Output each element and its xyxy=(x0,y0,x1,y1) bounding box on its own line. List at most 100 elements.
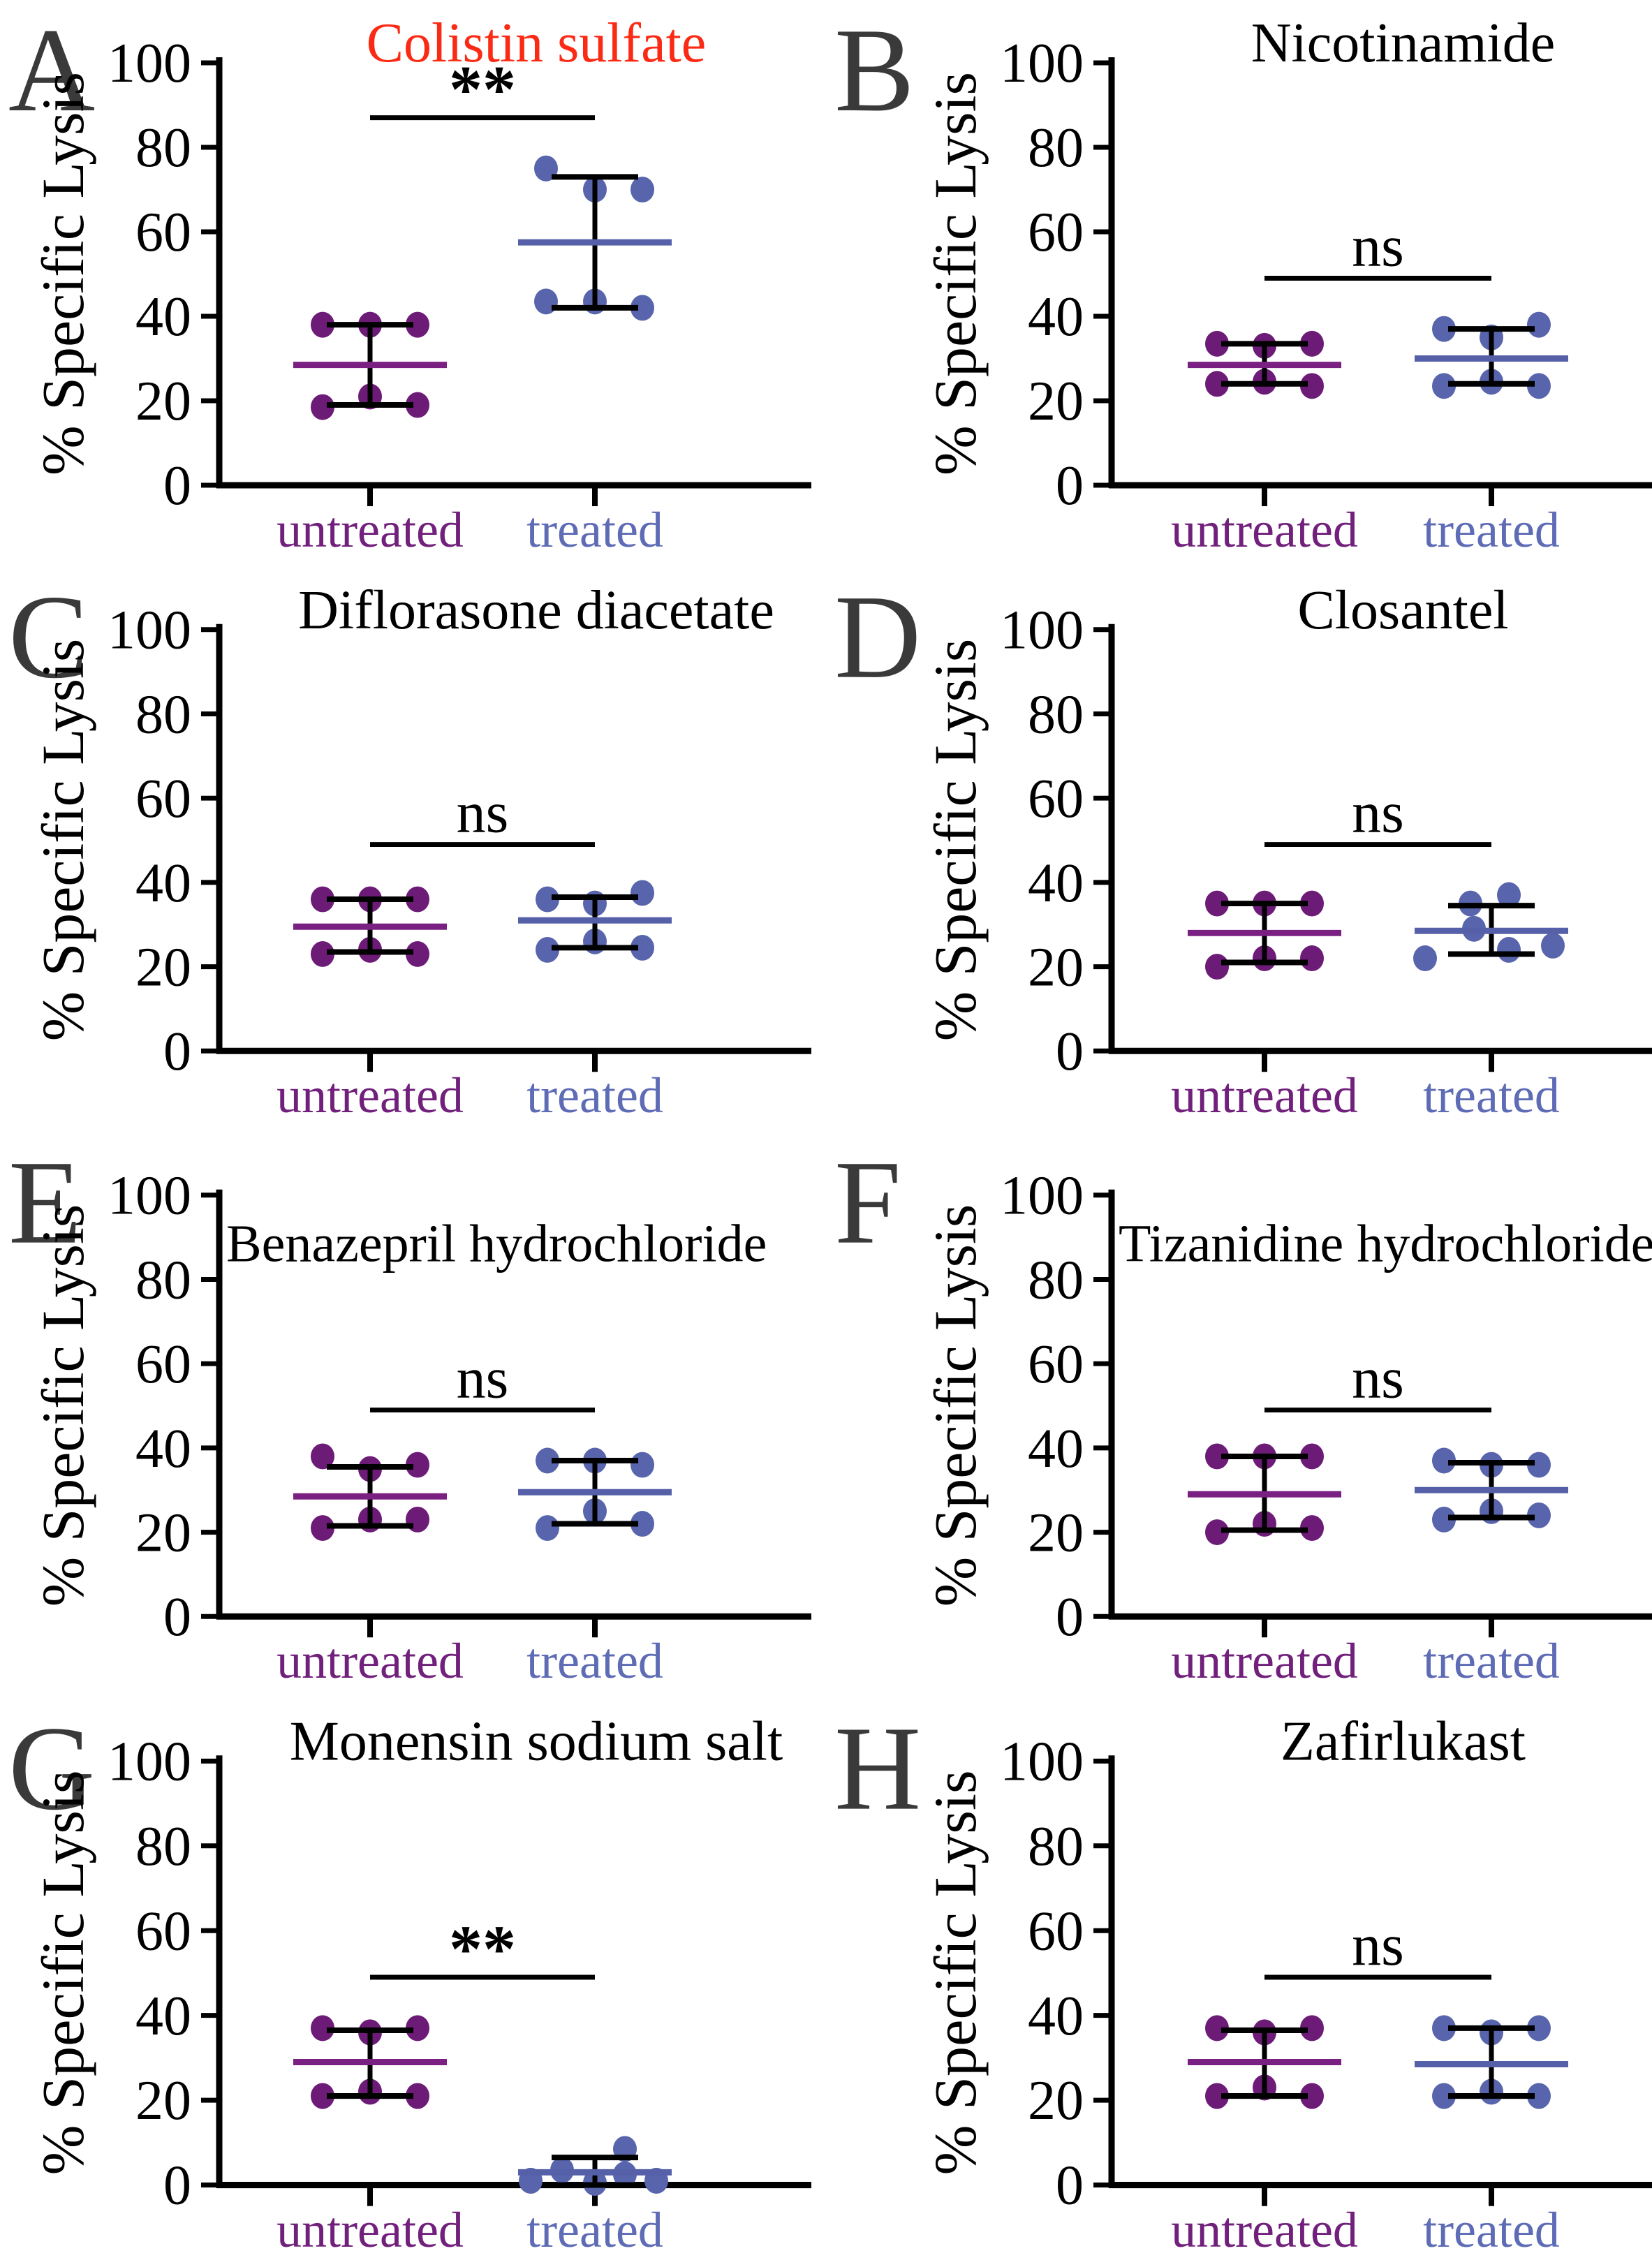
data-point xyxy=(630,177,654,202)
data-point xyxy=(630,1511,654,1537)
y-tick-label: 20 xyxy=(1028,1502,1084,1564)
y-tick-label: 80 xyxy=(135,1250,191,1311)
data-point xyxy=(406,311,429,338)
significance-label: ns xyxy=(457,781,509,845)
data-point xyxy=(1497,936,1521,963)
data-point xyxy=(1300,2015,1324,2041)
x-tick-label-untreated: untreated xyxy=(1171,502,1358,558)
y-tick-label: 40 xyxy=(1028,1986,1084,2047)
data-point xyxy=(311,1515,334,1542)
y-axis-label: % Specific Lysis xyxy=(922,1770,989,2175)
x-tick-label-untreated: untreated xyxy=(276,2202,464,2258)
x-tick-label-treated: treated xyxy=(526,502,663,558)
y-tick-label: 60 xyxy=(135,1900,191,1962)
panel-E: E Benazepril hydrochloride % Specific Lysi… xyxy=(0,1132,826,1698)
x-tick-label-treated: treated xyxy=(526,2202,663,2258)
significance-label: ns xyxy=(1352,214,1404,279)
y-tick-label: 60 xyxy=(1028,1900,1084,1962)
x-tick-label-untreated: untreated xyxy=(1171,1068,1358,1123)
y-tick-label: 80 xyxy=(1028,117,1084,179)
data-point xyxy=(1300,330,1324,357)
y-tick-label: 0 xyxy=(1056,2155,1084,2217)
y-tick-label: 20 xyxy=(1028,937,1084,998)
x-tick-label-untreated: untreated xyxy=(276,1633,464,1689)
x-tick-label-untreated: untreated xyxy=(1171,1633,1358,1689)
y-tick-label: 20 xyxy=(135,371,191,432)
y-tick-label: 60 xyxy=(1028,1334,1084,1395)
data-point xyxy=(1300,2083,1324,2109)
data-point xyxy=(1527,373,1551,399)
panel-title: Closantel xyxy=(1297,579,1508,641)
panel-letter: C xyxy=(8,571,89,704)
chart-panel-B: B Nicotinamide % Specific Lysis 0 20 40 60 80 10… xyxy=(834,4,1652,558)
data-point xyxy=(311,2015,334,2041)
panel-letter: E xyxy=(8,1137,82,1269)
y-tick-label: 100 xyxy=(108,33,191,94)
y-tick-label: 40 xyxy=(135,1986,191,2047)
data-point xyxy=(1413,945,1437,971)
data-point xyxy=(1432,373,1456,399)
significance-label: ** xyxy=(449,1912,516,1986)
y-tick-label: 100 xyxy=(1000,600,1084,661)
y-tick-label: 60 xyxy=(1028,202,1084,263)
data-point xyxy=(536,1515,559,1542)
y-tick-label: 60 xyxy=(135,202,191,263)
y-tick-label: 100 xyxy=(1000,1731,1084,1792)
data-point xyxy=(1300,373,1324,399)
panel-A: A Colistin sulfate % Specific Lysis 0 20 40 60… xyxy=(0,0,826,567)
data-point xyxy=(1527,2083,1551,2109)
y-tick-label: 80 xyxy=(135,1816,191,1877)
y-tick-label: 80 xyxy=(1028,1816,1084,1877)
y-tick-label: 20 xyxy=(1028,371,1084,432)
y-tick-label: 40 xyxy=(1028,852,1084,914)
y-tick-label: 20 xyxy=(135,1502,191,1564)
data-point xyxy=(1497,882,1521,908)
data-point xyxy=(1205,371,1229,397)
y-tick-label: 100 xyxy=(108,1731,191,1792)
x-tick-label-treated: treated xyxy=(526,1633,663,1689)
data-point xyxy=(1300,945,1324,971)
data-point xyxy=(406,886,429,913)
y-tick-label: 0 xyxy=(1056,1586,1084,1648)
y-axis-label: % Specific Lysis xyxy=(922,72,989,475)
y-tick-label: 20 xyxy=(135,937,191,998)
x-tick-label-untreated: untreated xyxy=(276,1068,464,1123)
data-point xyxy=(1205,2015,1229,2041)
y-tick-label: 40 xyxy=(135,1418,191,1479)
x-tick-label-treated: treated xyxy=(526,1068,663,1123)
chart-panel-D: D Closantel % Specific Lysis 0 20 40 60 80 100 un… xyxy=(834,571,1652,1123)
data-point xyxy=(536,1447,559,1474)
panel-title: Benazepril hydrochloride xyxy=(226,1215,767,1273)
y-axis-label: % Specific Lysis xyxy=(29,72,96,475)
y-tick-label: 0 xyxy=(163,455,191,517)
panel-B: B Nicotinamide % Specific Lysis 0 20 40 60 80 10… xyxy=(826,0,1652,567)
data-point xyxy=(536,886,559,913)
data-point xyxy=(630,295,654,321)
y-axis-label: % Specific Lysis xyxy=(29,1204,96,1607)
panel-F: F Tizanidine hydrochloride % Specific Lysi… xyxy=(826,1132,1652,1698)
panel-title: Monensin sodium salt xyxy=(290,1711,783,1772)
panel-G: G Monensin sodium salt % Specific Lysis 0 20… xyxy=(0,1698,826,2267)
data-point xyxy=(406,2015,429,2041)
data-point xyxy=(406,392,429,418)
data-point xyxy=(406,1452,429,1478)
data-point xyxy=(311,1443,334,1470)
y-tick-label: 40 xyxy=(135,286,191,348)
y-tick-label: 100 xyxy=(108,1165,191,1227)
chart-panel-A: A Colistin sulfate % Specific Lysis 0 20 40 60… xyxy=(8,4,811,558)
significance-label: ns xyxy=(1352,1913,1404,1978)
chart-panel-H: H Zafirlukast % Specific Lysis 0 20 40 60 80 100… xyxy=(834,1701,1652,2258)
data-point xyxy=(1527,1452,1551,1478)
significance-label: ** xyxy=(449,52,516,127)
x-tick-label-treated: treated xyxy=(1423,502,1560,558)
data-point xyxy=(406,941,429,967)
y-tick-label: 100 xyxy=(1000,1165,1084,1227)
x-tick-label-treated: treated xyxy=(1423,1068,1560,1123)
data-point xyxy=(311,886,334,913)
panel-letter: D xyxy=(834,571,921,704)
data-point xyxy=(1205,330,1229,357)
y-tick-label: 20 xyxy=(135,2070,191,2132)
data-point xyxy=(1527,311,1551,338)
data-point xyxy=(1432,1447,1456,1474)
y-tick-label: 20 xyxy=(1028,2070,1084,2132)
